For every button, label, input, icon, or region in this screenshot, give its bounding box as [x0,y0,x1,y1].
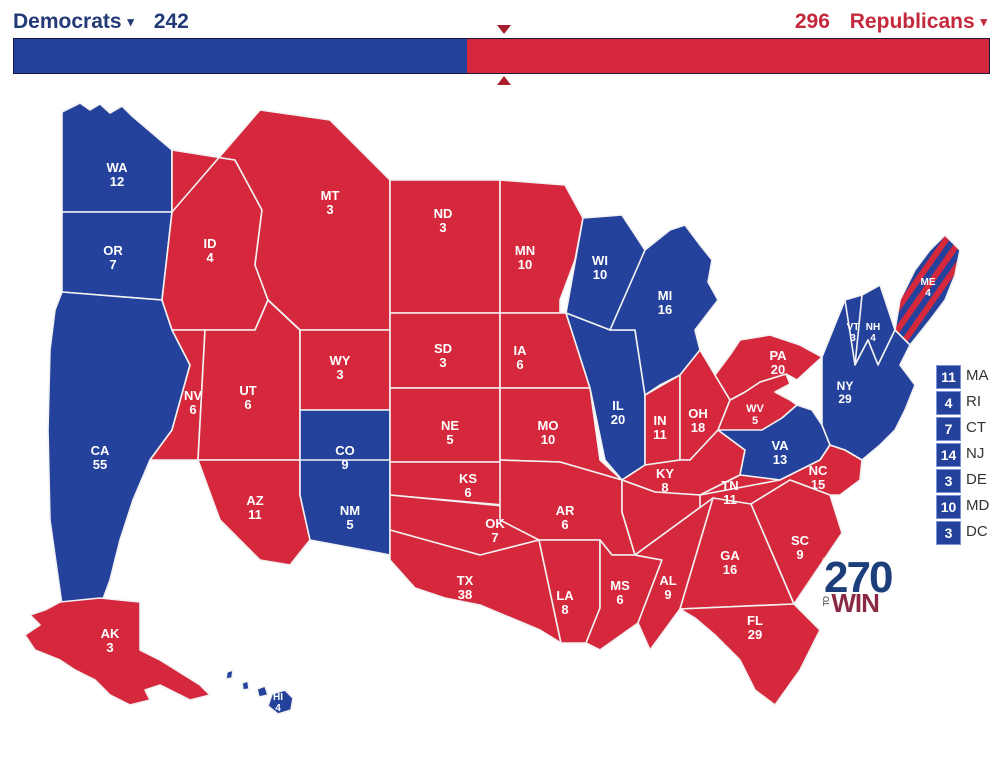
svg-text:VT: VT [847,322,860,333]
svg-text:VA: VA [771,438,789,453]
svg-text:4: 4 [206,250,214,265]
svg-text:TN: TN [721,478,738,493]
svg-text:15: 15 [811,477,825,492]
svg-text:7: 7 [491,530,498,545]
svg-text:WI: WI [592,253,608,268]
svg-text:AZ: AZ [246,493,263,508]
svg-text:6: 6 [616,592,623,607]
svg-text:5: 5 [346,517,353,532]
svg-text:4: 4 [275,703,281,714]
svg-text:NH: NH [866,322,880,333]
svg-text:IA: IA [514,343,528,358]
svg-text:CO: CO [335,443,355,458]
svg-text:4: 4 [870,333,876,344]
svg-text:38: 38 [458,587,472,602]
svg-text:6: 6 [244,397,251,412]
svg-text:3: 3 [850,333,856,344]
svg-text:KS: KS [459,471,477,486]
svg-text:FL: FL [747,613,763,628]
svg-text:LA: LA [556,588,574,603]
svg-text:16: 16 [658,302,672,317]
svg-text:HI: HI [273,692,283,703]
svg-text:TX: TX [457,573,474,588]
svg-text:NC: NC [809,463,828,478]
svg-text:MI: MI [658,288,672,303]
svg-text:6: 6 [516,357,523,372]
svg-text:10: 10 [593,267,607,282]
svg-text:SD: SD [434,341,452,356]
svg-text:6: 6 [561,517,568,532]
svg-text:3: 3 [326,202,333,217]
svg-text:55: 55 [93,457,107,472]
svg-text:AK: AK [101,626,120,641]
svg-text:WY: WY [330,353,351,368]
svg-text:NV: NV [184,388,202,403]
svg-text:5: 5 [446,432,453,447]
svg-text:6: 6 [464,485,471,500]
svg-text:OR: OR [103,243,123,258]
svg-text:8: 8 [561,602,568,617]
svg-text:20: 20 [771,362,785,377]
svg-text:UT: UT [239,383,256,398]
svg-text:18: 18 [691,420,705,435]
svg-text:MS: MS [610,578,630,593]
svg-text:3: 3 [336,367,343,382]
svg-text:6: 6 [189,402,196,417]
svg-text:10: 10 [518,257,532,272]
svg-text:WA: WA [107,160,129,175]
svg-text:ID: ID [204,236,217,251]
svg-text:MN: MN [515,243,535,258]
svg-text:NY: NY [837,379,854,393]
svg-text:ME: ME [921,277,936,288]
svg-text:29: 29 [748,627,762,642]
svg-text:20: 20 [611,412,625,427]
svg-text:8: 8 [661,480,668,495]
svg-text:11: 11 [653,427,667,442]
svg-text:3: 3 [106,640,113,655]
svg-text:AR: AR [556,503,575,518]
svg-text:NE: NE [441,418,459,433]
svg-text:MT: MT [321,188,340,203]
svg-text:5: 5 [752,415,758,427]
svg-text:PA: PA [769,348,787,363]
svg-text:WV: WV [746,403,764,415]
svg-text:9: 9 [664,587,671,602]
svg-text:MO: MO [538,418,559,433]
svg-text:11: 11 [248,507,262,522]
svg-text:CA: CA [91,443,110,458]
svg-text:9: 9 [796,547,803,562]
svg-text:29: 29 [838,392,852,406]
svg-text:OH: OH [688,406,708,421]
svg-text:IN: IN [654,413,667,428]
svg-text:12: 12 [110,174,124,189]
svg-text:GA: GA [720,548,740,563]
svg-text:3: 3 [439,220,446,235]
svg-text:KY: KY [656,466,674,481]
svg-text:NM: NM [340,503,360,518]
svg-text:4: 4 [925,288,931,299]
svg-text:9: 9 [341,457,348,472]
svg-text:16: 16 [723,562,737,577]
svg-text:OK: OK [485,516,505,531]
svg-text:3: 3 [439,355,446,370]
svg-text:7: 7 [109,257,116,272]
svg-text:SC: SC [791,533,810,548]
svg-text:11: 11 [723,492,737,507]
svg-text:13: 13 [773,452,787,467]
svg-text:ND: ND [434,206,453,221]
svg-text:AL: AL [659,573,676,588]
svg-text:10: 10 [541,432,555,447]
svg-text:IL: IL [612,398,624,413]
